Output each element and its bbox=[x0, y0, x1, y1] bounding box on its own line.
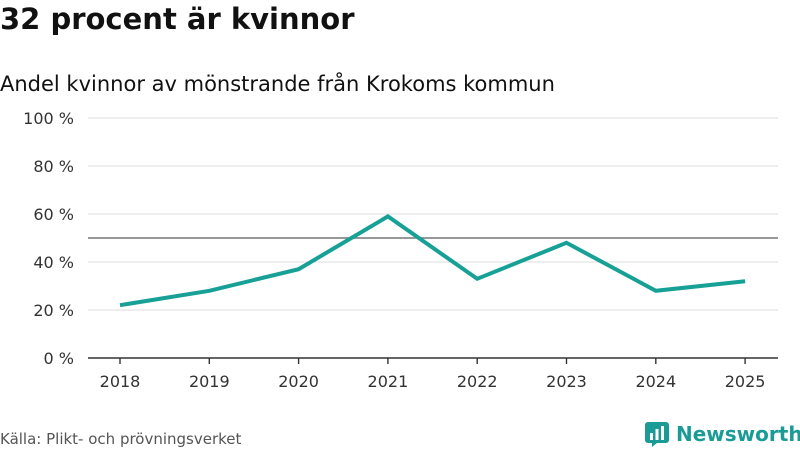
brand-logo: Newsworthy bbox=[644, 419, 800, 449]
series-line bbox=[119, 214, 746, 308]
chart-subtitle: Andel kvinnor av mönstrande från Krokoms… bbox=[0, 72, 555, 96]
x-tick-label: 2018 bbox=[100, 372, 141, 391]
x-tick-label: 2020 bbox=[278, 372, 319, 391]
x-tick-label: 2023 bbox=[546, 372, 587, 391]
y-tick-label: 100 % bbox=[23, 109, 74, 128]
x-tick-label: 2019 bbox=[189, 372, 230, 391]
y-tick-label: 40 % bbox=[33, 253, 74, 272]
newsworthy-logo-icon bbox=[645, 422, 669, 447]
x-tick-label: 2024 bbox=[635, 372, 676, 391]
y-tick-label: 60 % bbox=[33, 205, 74, 224]
x-tick-label: 2021 bbox=[368, 372, 409, 391]
brand-name: Newsworthy bbox=[676, 422, 800, 446]
x-tick-label: 2022 bbox=[457, 372, 498, 391]
source-note: Källa: Plikt- och prövningsverket bbox=[0, 430, 242, 448]
y-tick-label: 0 % bbox=[44, 349, 74, 368]
y-tick-label: 80 % bbox=[33, 157, 74, 176]
x-tick-label: 2025 bbox=[725, 372, 766, 391]
y-tick-label: 20 % bbox=[33, 301, 74, 320]
chart-title: 32 procent är kvinnor bbox=[0, 2, 355, 36]
